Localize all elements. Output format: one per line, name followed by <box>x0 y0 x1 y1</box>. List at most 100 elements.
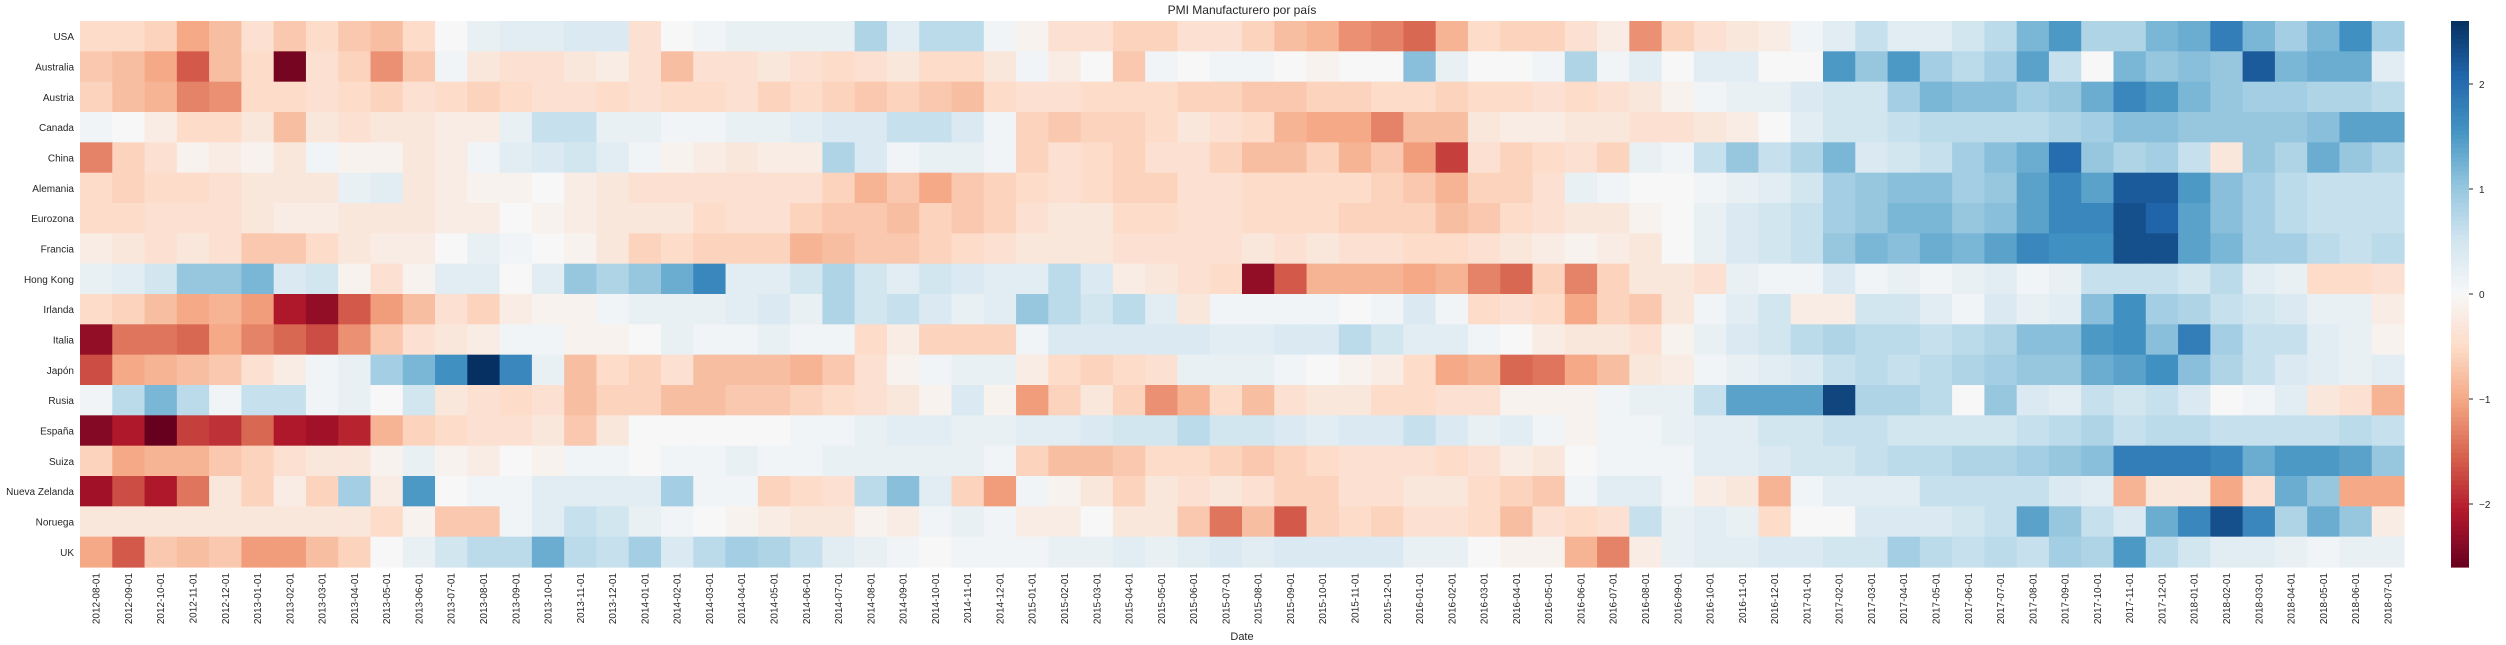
heatmap-cell <box>80 172 113 204</box>
heatmap-cell <box>531 445 565 477</box>
heatmap-cell <box>1467 445 1501 477</box>
heatmap-cell <box>1597 51 1630 83</box>
heatmap-cell <box>1564 203 1598 234</box>
colorbar-segment <box>2451 52 2469 58</box>
heatmap-cell <box>1726 506 1760 538</box>
heatmap-cell <box>2371 354 2405 386</box>
heatmap-cell <box>1242 81 1275 113</box>
heatmap-cell <box>1693 354 1727 386</box>
heatmap-cell <box>1790 445 1824 477</box>
heatmap-cell <box>1790 415 1824 447</box>
heatmap-cell <box>983 233 1017 265</box>
heatmap-cell <box>144 172 178 204</box>
heatmap-cell <box>564 263 598 295</box>
x-tick-label: 2014-07-01 <box>834 573 845 625</box>
heatmap-cell <box>402 51 436 83</box>
heatmap-cell <box>370 203 404 234</box>
heatmap-cell <box>2048 112 2082 143</box>
heatmap-cell <box>2016 203 2050 234</box>
heatmap-cell <box>1790 203 1824 234</box>
heatmap-cell <box>1500 81 1534 113</box>
heatmap-cell <box>176 263 210 295</box>
heatmap-cell <box>2339 233 2373 265</box>
heatmap-cell <box>1984 172 2018 204</box>
heatmap-cell <box>1338 112 1372 143</box>
colorbar-segment <box>2451 348 2469 354</box>
x-tick-label: 2018-04-01 <box>2287 573 2298 625</box>
heatmap-cell <box>370 21 404 52</box>
heatmap-cell <box>725 324 759 356</box>
heatmap-cell <box>1177 324 1211 356</box>
x-tick-label: 2017-02-01 <box>1835 573 1846 625</box>
heatmap-cell <box>1209 203 1243 234</box>
heatmap-cell <box>499 385 533 416</box>
heatmap-cell <box>2178 536 2211 568</box>
heatmap-cell <box>886 21 920 52</box>
heatmap-cell <box>80 263 113 295</box>
y-tick-label: Canada <box>39 123 74 134</box>
heatmap-cell <box>1532 294 1566 325</box>
y-tick-label: Suiza <box>49 457 74 468</box>
x-tick-label: 2014-06-01 <box>802 573 813 625</box>
heatmap-cell <box>273 536 307 568</box>
heatmap-cell <box>499 476 533 507</box>
heatmap-cell <box>467 415 501 447</box>
heatmap-cell <box>1403 476 1437 507</box>
heatmap-cell <box>725 506 759 538</box>
heatmap-cell <box>402 21 436 52</box>
heatmap-cell <box>564 445 598 477</box>
y-tick-label: UK <box>60 548 74 559</box>
x-tick-label: 2015-05-01 <box>1157 573 1168 625</box>
heatmap-cell <box>951 506 985 538</box>
heatmap-cell <box>661 354 694 386</box>
x-tick-label: 2015-07-01 <box>1221 573 1232 625</box>
heatmap-cell <box>1823 536 1856 568</box>
heatmap-cell <box>338 172 372 204</box>
heatmap-cell <box>1887 203 1921 234</box>
heatmap-cell <box>2113 203 2147 234</box>
heatmap-cell <box>1371 112 1404 143</box>
heatmap-cell <box>1790 506 1824 538</box>
heatmap-cell <box>1242 51 1275 83</box>
heatmap-cell <box>693 354 727 386</box>
heatmap-cell <box>1758 294 1792 325</box>
heatmap-cell <box>596 112 630 143</box>
heatmap-cell <box>1500 263 1534 295</box>
x-tick-label: 2016-07-01 <box>1609 573 1620 625</box>
heatmap-cell <box>1500 536 1534 568</box>
heatmap-cell <box>305 263 339 295</box>
heatmap-cell <box>2339 415 2373 447</box>
heatmap-cell <box>1467 263 1501 295</box>
heatmap-cell <box>1919 476 1953 507</box>
heatmap-cell <box>919 324 953 356</box>
heatmap-cell <box>1112 445 1146 477</box>
heatmap-cell <box>1145 506 1179 538</box>
heatmap-cell <box>1016 21 1049 52</box>
heatmap-cell <box>1693 506 1727 538</box>
heatmap-cell <box>1726 385 1760 416</box>
heatmap-cell <box>2081 112 2115 143</box>
heatmap-cell <box>1048 263 1082 295</box>
heatmap-cell <box>1629 415 1663 447</box>
heatmap-cell <box>1274 81 1308 113</box>
heatmap-cell <box>2048 324 2082 356</box>
colorbar-segment <box>2451 526 2469 532</box>
heatmap-cell <box>305 233 339 265</box>
x-tick-label: 2014-12-01 <box>995 573 1006 625</box>
heatmap-cell <box>854 81 888 113</box>
heatmap-cell <box>209 172 242 204</box>
heatmap-cell <box>2081 142 2115 174</box>
heatmap-cell <box>2016 415 2050 447</box>
heatmap-cell <box>2242 536 2276 568</box>
heatmap-cell <box>241 172 275 204</box>
heatmap-cell <box>1790 536 1824 568</box>
heatmap-cell <box>628 536 662 568</box>
heatmap-cell <box>176 445 210 477</box>
heatmap-cell <box>693 142 727 174</box>
heatmap-cell <box>1500 324 1534 356</box>
heatmap-cell <box>112 21 146 52</box>
heatmap-cell <box>854 112 888 143</box>
heatmap-cell <box>951 385 985 416</box>
heatmap-cell <box>983 142 1017 174</box>
